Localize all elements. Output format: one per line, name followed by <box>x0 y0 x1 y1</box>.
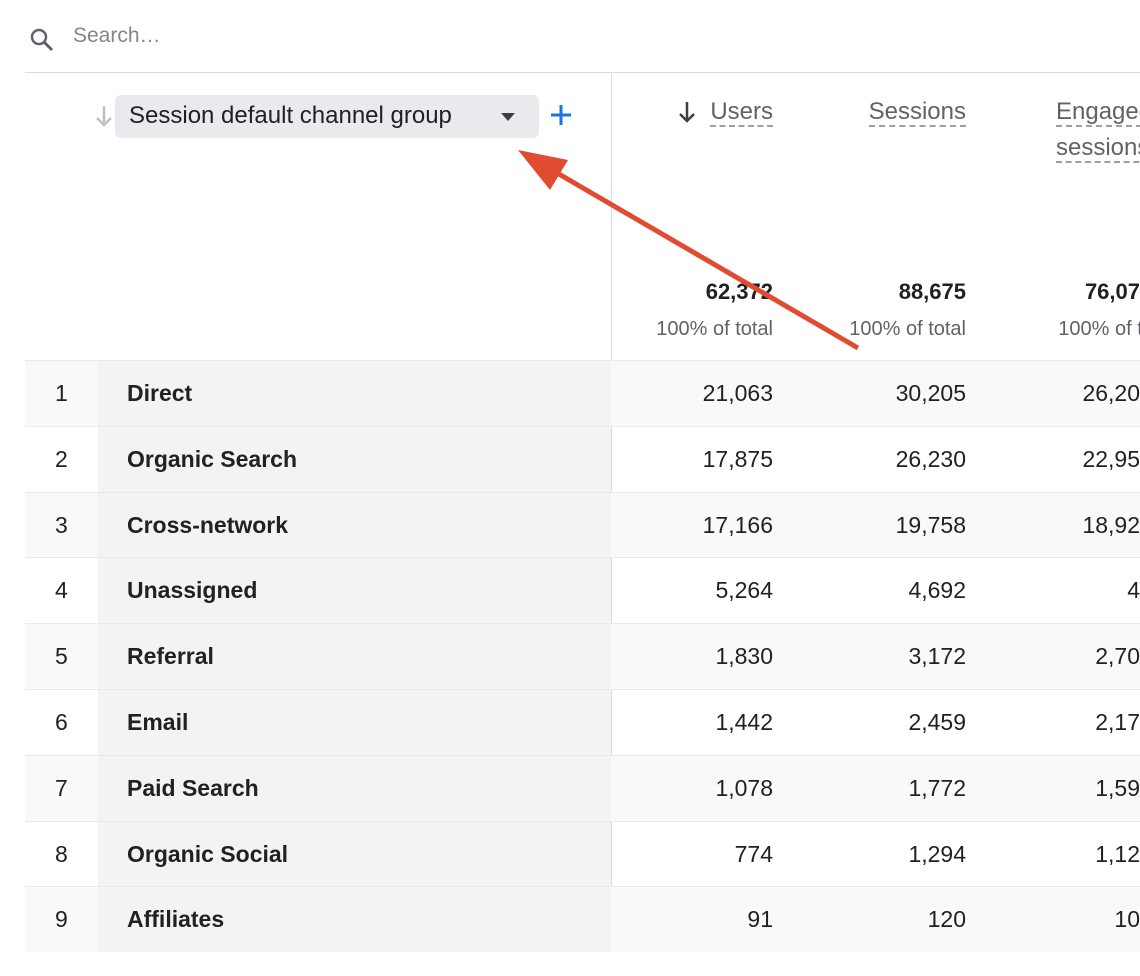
channel-name: Affiliates <box>127 906 225 933</box>
row-index: 9 <box>55 906 68 933</box>
metric-cell: 26,230 <box>895 445 966 472</box>
row-index: 6 <box>55 709 68 735</box>
metric-cell: 1,772 <box>908 774 966 801</box>
metric-cell: 1,830 <box>715 643 773 670</box>
column-label: Users <box>710 98 773 127</box>
metric-cell: 774 <box>734 840 773 867</box>
table-row[interactable]: 6 Email 1,442 2,459 2,17 <box>25 689 1140 755</box>
metric-cell: 1,294 <box>908 840 966 867</box>
metric-cell: 4 <box>1127 577 1140 604</box>
column-label: Sessions <box>868 98 966 127</box>
dimension-cell <box>98 624 611 690</box>
dimension-cell <box>98 558 611 624</box>
dimension-cell <box>98 887 611 953</box>
dimension-cell <box>98 755 611 821</box>
metric-cell: 5,264 <box>715 577 773 604</box>
column-total: 76,07 <box>1084 279 1140 304</box>
search-input[interactable]: Search… <box>73 24 161 47</box>
row-index: 2 <box>55 445 68 472</box>
sort-icon[interactable] <box>94 104 114 130</box>
dimension-cell <box>98 690 611 755</box>
metric-cell: 18,92 <box>1082 511 1140 538</box>
table-row[interactable]: 1 Direct 21,063 30,205 26,20 <box>25 360 1140 426</box>
channel-name: Direct <box>127 380 193 406</box>
metric-cell: 120 <box>927 906 966 933</box>
metric-cell: 2,17 <box>1095 709 1140 735</box>
column-header[interactable]: Users <box>613 94 773 130</box>
dimension-cell <box>98 492 611 558</box>
metric-cell: 26,20 <box>1082 380 1140 406</box>
metric-cell: 30,205 <box>895 380 966 406</box>
metric-cell: 19,758 <box>895 511 966 538</box>
column-total: 88,675 <box>898 279 966 304</box>
dimension-chip[interactable] <box>115 95 539 138</box>
metric-cell: 2,70 <box>1095 643 1140 670</box>
row-index: 4 <box>55 577 68 604</box>
row-index: 5 <box>55 643 68 670</box>
search-icon <box>30 28 54 52</box>
dimension-cell <box>98 426 611 492</box>
channel-name: Organic Social <box>127 840 289 867</box>
metric-cell: 1,078 <box>715 774 773 801</box>
divider <box>25 72 1140 73</box>
channel-name: Cross-network <box>127 511 289 538</box>
channel-name: Referral <box>127 643 214 670</box>
column-header[interactable]: Engaged sessions <box>1056 94 1140 166</box>
channel-name: Email <box>127 709 189 735</box>
total-note: 100% of total <box>656 318 773 340</box>
metric-cell: 91 <box>747 906 773 933</box>
row-index: 3 <box>55 511 68 538</box>
dimension-cell <box>98 821 611 887</box>
dimension-header: Session default channel group <box>129 102 452 129</box>
metric-cell: 10 <box>1114 906 1140 933</box>
channel-name: Unassigned <box>127 577 258 604</box>
metric-cell: 17,166 <box>702 511 773 538</box>
metric-cell: 1,442 <box>715 709 773 735</box>
add-icon[interactable] <box>548 102 574 128</box>
table-row[interactable]: 4 Unassigned 5,264 4,692 4 <box>25 557 1140 624</box>
metric-cell: 2,459 <box>908 709 966 735</box>
metric-cell: 17,875 <box>702 445 773 472</box>
table-row[interactable]: 9 Affiliates 91 120 10 <box>25 886 1140 953</box>
metric-cell: 4,692 <box>908 577 966 604</box>
row-index: 7 <box>55 774 68 801</box>
total-note: 100% of total <box>849 318 966 340</box>
table-row[interactable]: 5 Referral 1,830 3,172 2,70 <box>25 623 1140 690</box>
table-row[interactable]: 7 Paid Search 1,078 1,772 1,59 <box>25 754 1140 821</box>
table-row[interactable]: 3 Cross-network 17,166 19,758 18,92 <box>25 491 1140 558</box>
table-row[interactable]: 8 Organic Social 774 1,294 1,12 <box>25 820 1140 887</box>
metric-cell: 21,063 <box>702 380 773 406</box>
channel-name: Organic Search <box>127 445 298 472</box>
row-index: 1 <box>55 380 68 406</box>
table-row[interactable]: 2 Organic Search 17,875 26,230 22,95 <box>25 425 1140 492</box>
column-header[interactable]: Sessions <box>806 94 966 130</box>
dropdown-icon[interactable] <box>498 110 518 124</box>
channel-name: Paid Search <box>127 774 259 801</box>
total-note: 100% of total <box>1058 318 1140 340</box>
metric-cell: 1,12 <box>1095 840 1140 867</box>
dimension-cell <box>98 361 611 426</box>
metric-cell: 3,172 <box>908 643 966 670</box>
column-label: Engaged sessions <box>1056 98 1140 163</box>
row-index: 8 <box>55 840 68 867</box>
metric-cell: 1,59 <box>1095 774 1140 801</box>
sort-icon <box>679 102 695 123</box>
metric-cell: 22,95 <box>1082 445 1140 472</box>
